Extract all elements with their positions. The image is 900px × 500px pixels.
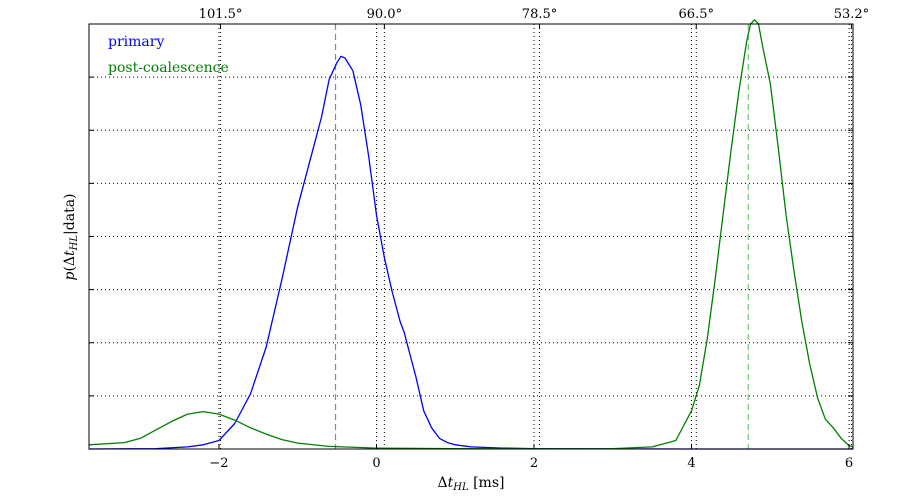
svg-text:p(ΔtHL|data): p(ΔtHL|data) (62, 193, 80, 280)
svg-text:ΔtHL [ms]: ΔtHL [ms] (438, 475, 505, 493)
x-tick-label: 6 (845, 456, 853, 471)
y-axis-title: p(ΔtHL|data) (62, 193, 80, 280)
series-line-post-coalescence (88, 19, 854, 450)
axis-ticks (89, 24, 853, 449)
x-tick-label: 0 (372, 456, 380, 471)
x-axis-title: ΔtHL [ms] (438, 475, 505, 493)
x-axis-subscript: HL (452, 482, 469, 493)
top-tick-label: 53.2° (834, 7, 869, 22)
legend-entry-primary: primary (108, 34, 164, 50)
series-line-primary (88, 55, 853, 450)
series-lines (88, 19, 854, 450)
top-tick-label: 101.5° (199, 7, 243, 22)
legend: primary post-coalescence (108, 34, 229, 76)
grid-lines (89, 24, 853, 449)
x-tick-label: 4 (687, 456, 695, 471)
reference-lines (334, 24, 749, 449)
plot-frame (88, 23, 854, 450)
x-tick-label: 2 (530, 456, 538, 471)
tick-labels: −2 0 2 4 6 101.5° 90.0° 78.5° 66.5° 53.2° (199, 7, 869, 471)
top-tick-label: 78.5° (522, 7, 557, 22)
top-tick-label: 90.0° (367, 7, 402, 22)
top-tick-label: 66.5° (679, 7, 714, 22)
legend-entry-post-coalescence: post-coalescence (108, 60, 229, 76)
x-tick-label: −2 (209, 456, 228, 471)
